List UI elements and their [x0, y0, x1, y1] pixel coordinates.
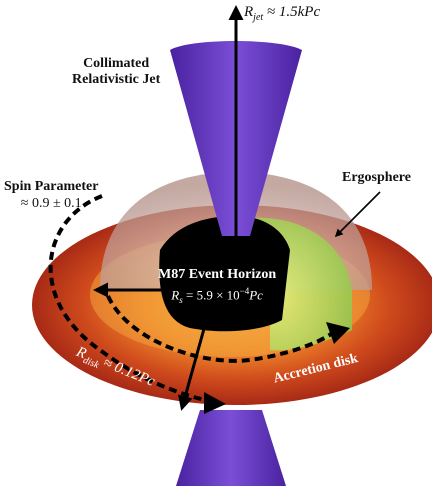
spin-arc-inner-head: [326, 322, 350, 344]
disk-radius-arrow: [177, 299, 214, 411]
event-horizon: [159, 216, 290, 332]
jet-radius-label: Rjet ≈ 1.5kPc: [244, 4, 321, 23]
spin-label: Spin Parameter ≈ 0.9 ± 0.1: [4, 179, 99, 211]
spin-arc-outer: [48, 194, 215, 404]
lower-jet: [176, 410, 286, 486]
horizon-label: M87 Event Horizon Rs = 5.9 × 10−4Pc: [158, 267, 277, 305]
spin-arc-inner: [106, 295, 336, 363]
spin-arc-outer-head: [204, 392, 226, 414]
jet-label: Collimated Relativistic Jet: [72, 56, 161, 87]
ergosphere-pointer: [334, 191, 381, 238]
ergosphere-label: Ergosphere: [342, 170, 411, 185]
